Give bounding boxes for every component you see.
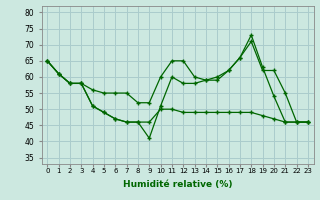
X-axis label: Humidité relative (%): Humidité relative (%) [123,180,232,189]
